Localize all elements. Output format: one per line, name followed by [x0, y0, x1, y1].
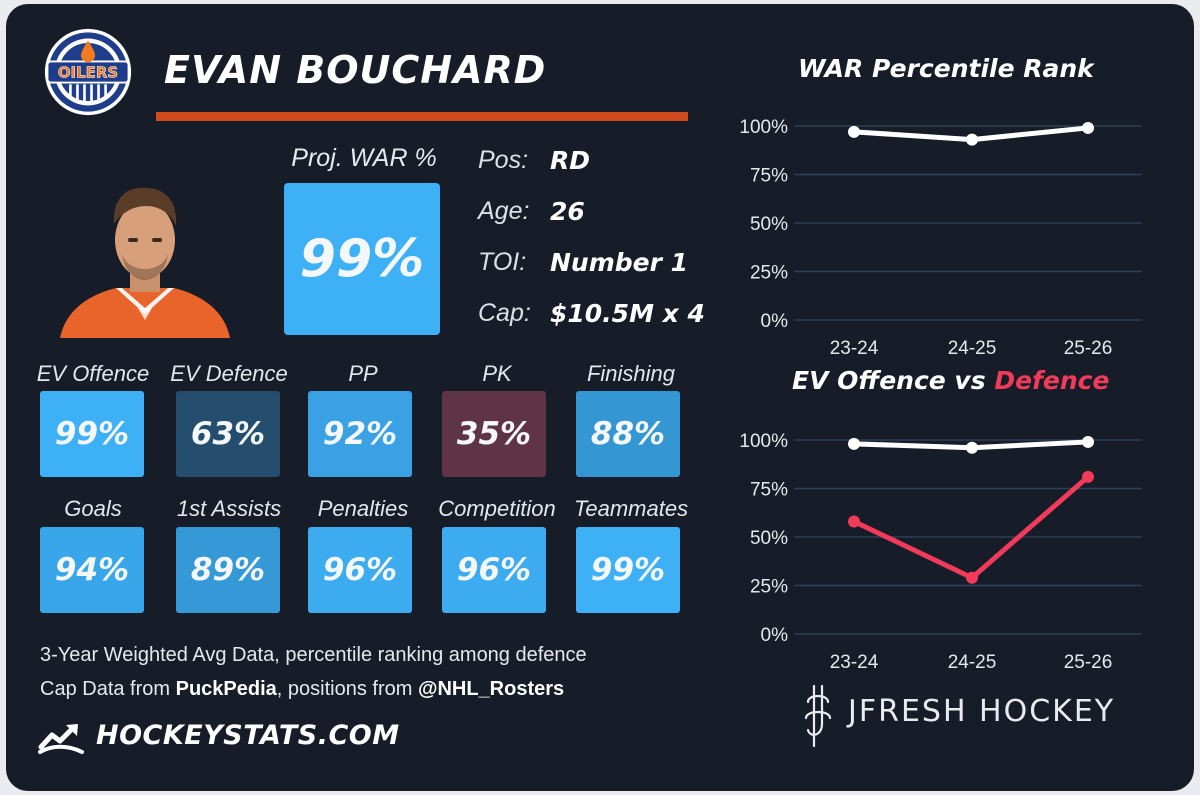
chart1-y-tick-label: 50%: [750, 214, 788, 235]
war-percentile-chart: 100% 75% 50% 25% 0% 23-24 24-25 25-26: [739, 117, 1142, 359]
chart1-series-0-point: [848, 125, 860, 138]
stat-box-goals: 94%: [40, 527, 144, 613]
toi-label: TOI:: [478, 248, 527, 276]
stat-box-finishing: 88%: [576, 391, 680, 477]
age-label: Age:: [478, 197, 530, 225]
stat-box-pp: 92%: [308, 391, 412, 477]
stat-label-pk: PK: [482, 361, 512, 386]
methodology-note: 3-Year Weighted Avg Data, percentile ran…: [40, 644, 587, 666]
puckpedia-link[interactable]: PuckPedia: [175, 678, 277, 700]
logo-text: OILERS: [58, 63, 118, 81]
stat-label-ev-offence: EV Offence: [36, 361, 150, 386]
chart2-y-tick-label: 50%: [750, 528, 788, 549]
chart2-y-tick-label: 100%: [739, 431, 788, 452]
chart1-series-0-point: [966, 133, 978, 146]
chart2-series-0-point: [966, 441, 978, 454]
toi-value: Number 1: [550, 248, 689, 277]
chart2-x-tick-label: 23-24: [830, 652, 879, 673]
chart1-x-tick-label: 24-25: [948, 338, 997, 359]
stat-box-pk: 35%: [442, 391, 546, 477]
stat-box-ev-defence: 63%: [176, 391, 280, 477]
jfresh-brand-name: JFRESH HOCKEY: [848, 694, 1116, 729]
chart2-title-defence: Defence: [994, 366, 1110, 395]
position-value: RD: [550, 146, 591, 175]
chart1-y-tick-label: 100%: [739, 117, 788, 138]
chart2-x-tick-label: 25-26: [1064, 652, 1113, 673]
stat-label-penalties: Penalties: [317, 496, 409, 521]
chart1-title: WAR Percentile Rank: [798, 54, 1094, 83]
stat-box-ev-offence: 99%: [40, 391, 144, 477]
chart1-y-tick-label: 25%: [750, 263, 788, 284]
chart2-series-1-point: [848, 515, 860, 528]
stat-box-1st-assists: 89%: [176, 527, 280, 613]
player-card: OILERS EVAN BOUCHARD Proj. WAR % 99% Pos…: [6, 4, 1194, 791]
chart1-y-tick-label: 0%: [761, 311, 789, 332]
chart2-x-tick-label: 24-25: [948, 652, 997, 673]
stat-box-teammates: 99%: [576, 527, 680, 613]
position-label: Pos:: [478, 146, 529, 174]
chart2-y-tick-label: 75%: [750, 480, 788, 501]
stat-label-competition: Competition: [438, 496, 556, 521]
chart2-series-1-point: [1082, 470, 1094, 483]
name-underline: [156, 112, 688, 121]
cap-value: $10.5M x 4: [550, 299, 705, 328]
stat-label-teammates: Teammates: [573, 496, 689, 521]
source-note-mid: , positions from: [276, 678, 418, 700]
chart1-series-0-point: [1082, 121, 1094, 134]
player-headshot: [60, 187, 230, 338]
stat-box-competition: 96%: [442, 527, 546, 613]
ev-offence-defence-chart: 100% 75% 50% 25% 0% 23-24 24-25 25-26: [739, 431, 1142, 673]
chart1-y-tick-label: 75%: [750, 166, 788, 187]
chart1-x-tick-label: 23-24: [830, 338, 879, 359]
stat-box-penalties: 96%: [308, 527, 412, 613]
chart2-title-offence: EV Offence vs: [792, 366, 995, 395]
stat-label-finishing: Finishing: [586, 361, 676, 386]
projected-war-label: Proj. WAR %: [291, 144, 437, 172]
chart2-series-0-point: [1082, 435, 1094, 448]
projected-war-value: 99%: [284, 183, 440, 335]
chart1-x-tick-label: 25-26: [1064, 338, 1113, 359]
chart2-title: EV Offence vs Defence: [792, 366, 1109, 395]
jfresh-logo-icon: [804, 684, 832, 748]
stat-label-1st-assists: 1st Assists: [176, 496, 282, 521]
hockeystats-logo-icon: [38, 724, 84, 754]
hockeystats-site-name[interactable]: HOCKEYSTATS.COM: [96, 720, 400, 751]
chart2-series-0-point: [848, 437, 860, 450]
cap-label: Cap:: [478, 299, 531, 327]
age-value: 26: [550, 197, 585, 226]
chart2-series-1-line: [851, 474, 1091, 581]
oilers-logo-icon: OILERS: [44, 28, 132, 116]
stat-label-ev-defence: EV Defence: [170, 361, 288, 386]
source-note-prefix: Cap Data from: [40, 678, 176, 700]
source-note: Cap Data from PuckPedia, positions from …: [40, 678, 564, 701]
chart2-y-tick-label: 0%: [761, 625, 789, 646]
player-name: EVAN BOUCHARD: [164, 48, 547, 92]
nhl-rosters-link[interactable]: @NHL_Rosters: [417, 678, 565, 700]
stat-label-goals: Goals: [64, 496, 122, 521]
stat-label-pp: PP: [348, 361, 378, 386]
chart2-series-1-point: [966, 571, 978, 584]
chart2-y-tick-label: 25%: [750, 577, 788, 598]
